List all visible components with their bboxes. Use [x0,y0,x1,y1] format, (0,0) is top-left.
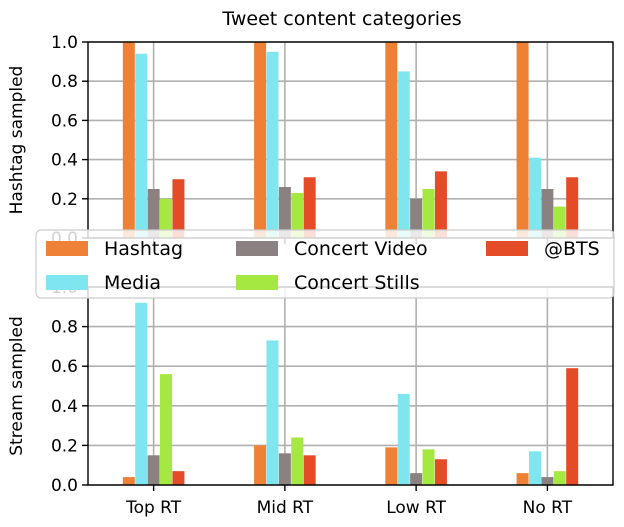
bar-concert-video-mid-rt [278,453,291,485]
y-axis-label: Stream sampled [7,316,27,456]
bar-bts-no-rt [566,368,579,485]
bar-concert-stills-mid-rt [291,437,304,485]
legend-label-hashtag: Hashtag [104,238,183,260]
chart-legend: Hashtag Media Concert Video Concert Stills @… [35,229,615,299]
y-tick-label: 0.6 [51,357,78,377]
bar-media-no-rt [528,451,541,485]
bar-hashtag-mid-rt [254,42,267,238]
bar-concert-stills-low-rt [422,189,435,238]
chart-title: Tweet content categories [221,8,461,30]
bar-concert-video-low-rt [410,473,423,485]
bar-hashtag-top-rt [122,477,135,485]
x-tick-label: No RT [523,498,573,518]
bar-media-low-rt [397,393,410,485]
bar-bts-mid-rt [303,455,316,485]
bar-bts-top-rt [172,471,185,485]
legend-swatch-media [46,275,88,290]
legend-swatch-hashtag [46,241,88,256]
y-tick-label: 0.8 [51,318,78,338]
bar-bts-low-rt [434,171,447,238]
bar-hashtag-mid-rt [254,445,267,485]
bar-concert-video-top-rt [147,455,160,485]
bar-concert-stills-top-rt [160,198,173,238]
bar-media-mid-rt [266,51,279,238]
bar-media-top-rt [135,53,148,239]
legend-label-media: Media [104,272,161,294]
bar-media-mid-rt [266,340,279,485]
bar-concert-stills-low-rt [422,449,435,485]
y-tick-label: 0.2 [51,190,78,210]
bar-media-no-rt [528,157,541,238]
y-tick-label: 0.2 [51,436,78,456]
bar-bts-no-rt [566,177,579,238]
legend-swatch-concert-video [236,241,278,256]
bar-bts-mid-rt [303,177,316,238]
bar-hashtag-top-rt [122,42,135,238]
bar-hashtag-no-rt [516,473,529,485]
legend-swatch-concert-stills [236,275,278,290]
x-tick-label: Mid RT [257,498,314,518]
y-axis-label: Hashtag sampled [7,66,27,215]
bar-media-top-rt [135,302,148,485]
bar-hashtag-low-rt [385,447,398,485]
bar-concert-stills-no-rt [553,471,566,485]
bar-hashtag-no-rt [516,42,529,238]
bar-concert-video-no-rt [541,189,554,238]
x-tick-label: Top RT [125,498,182,518]
legend-box [35,229,615,299]
y-tick-label: 0.0 [51,476,78,496]
y-tick-label: 0.4 [51,397,78,417]
bar-bts-low-rt [434,459,447,485]
bar-concert-stills-top-rt [160,374,173,485]
bar-media-low-rt [397,71,410,239]
legend-swatch-bts [486,241,528,256]
legend-label-concert-video: Concert Video [294,238,428,260]
bar-concert-video-low-rt [410,198,423,238]
bar-hashtag-low-rt [385,42,398,238]
y-tick-label: 1.0 [51,33,78,53]
bar-concert-video-mid-rt [278,187,291,238]
x-tick-label: Low RT [386,498,446,518]
legend-label-bts: @BTS [544,238,600,260]
bar-concert-video-no-rt [541,477,554,485]
bar-bts-top-rt [172,179,185,238]
y-tick-label: 0.8 [51,72,78,92]
bar-concert-stills-mid-rt [291,192,304,238]
y-tick-label: 0.4 [51,151,78,171]
bar-concert-video-top-rt [147,189,160,238]
legend-label-concert-stills: Concert Stills [294,272,420,294]
y-tick-label: 0.6 [51,111,78,131]
